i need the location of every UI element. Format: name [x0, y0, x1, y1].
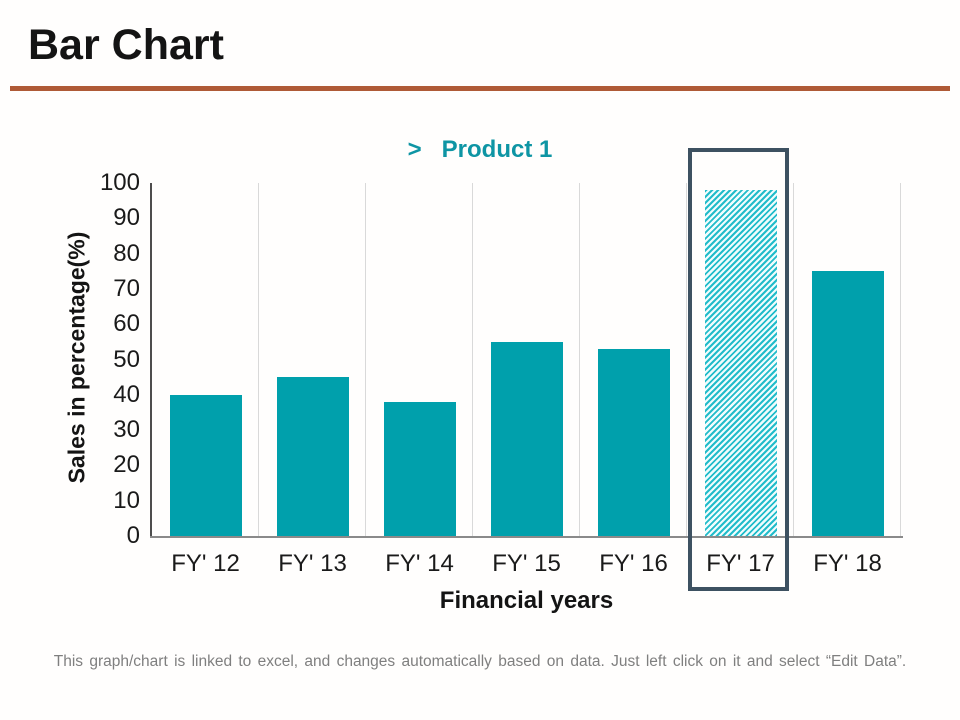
- page-title: Bar Chart: [28, 21, 224, 69]
- x-tick-label: FY' 16: [599, 550, 668, 577]
- gridline: [258, 183, 259, 536]
- highlight-box: [688, 148, 789, 591]
- legend-marker-icon: >: [407, 136, 422, 163]
- x-tick-label: FY' 18: [813, 550, 882, 577]
- y-tick-label: 60: [113, 310, 140, 338]
- y-tick-label: 10: [113, 486, 140, 514]
- bar-fy15[interactable]: [490, 341, 563, 536]
- x-tick-label: FY' 13: [278, 550, 347, 577]
- y-tick-label: 20: [113, 451, 140, 479]
- bar-fy18[interactable]: [811, 271, 884, 536]
- gridline: [365, 183, 366, 536]
- x-tick-label: FY' 17: [706, 550, 775, 577]
- x-tick-label: FY' 15: [492, 550, 561, 577]
- bar-fy17[interactable]: [704, 190, 777, 536]
- title-divider: [10, 86, 950, 91]
- y-tick-label: 80: [113, 239, 140, 267]
- plot-area[interactable]: [152, 183, 901, 536]
- x-axis-line: [150, 536, 903, 538]
- y-tick-label: 100: [99, 169, 140, 196]
- gridline: [793, 183, 794, 536]
- bar-fy12[interactable]: [169, 394, 242, 536]
- chart-legend: > Product 1: [0, 136, 960, 164]
- y-tick-label: 40: [113, 380, 140, 408]
- gridline: [900, 183, 901, 536]
- gridline: [472, 183, 473, 536]
- y-tick-label: 90: [113, 204, 140, 232]
- y-tick-label: 0: [126, 522, 140, 549]
- gridline: [686, 183, 687, 536]
- bar-fy13[interactable]: [276, 377, 349, 536]
- y-tick-label: 30: [113, 416, 140, 444]
- bar-fy14[interactable]: [383, 401, 456, 536]
- x-tick-label: FY' 12: [171, 550, 240, 577]
- legend-label: Product 1: [441, 136, 553, 163]
- y-axis-ticks: 0 10 20 30 40 50 60 70 80 90 100: [50, 170, 140, 549]
- bar-fy16[interactable]: [597, 348, 670, 536]
- x-axis-title: Financial years: [439, 587, 614, 614]
- x-tick-label: FY' 14: [385, 550, 454, 577]
- y-tick-label: 70: [113, 274, 140, 302]
- gridline: [579, 183, 580, 536]
- y-axis-line: [150, 183, 152, 538]
- x-axis-ticks: FY' 12 FY' 13 FY' 14 FY' 15 FY' 16 FY' 17 FY' …: [152, 551, 901, 577]
- footnote-caption: This graph/chart is linked to excel, and…: [53, 653, 907, 670]
- y-tick-label: 50: [113, 345, 140, 373]
